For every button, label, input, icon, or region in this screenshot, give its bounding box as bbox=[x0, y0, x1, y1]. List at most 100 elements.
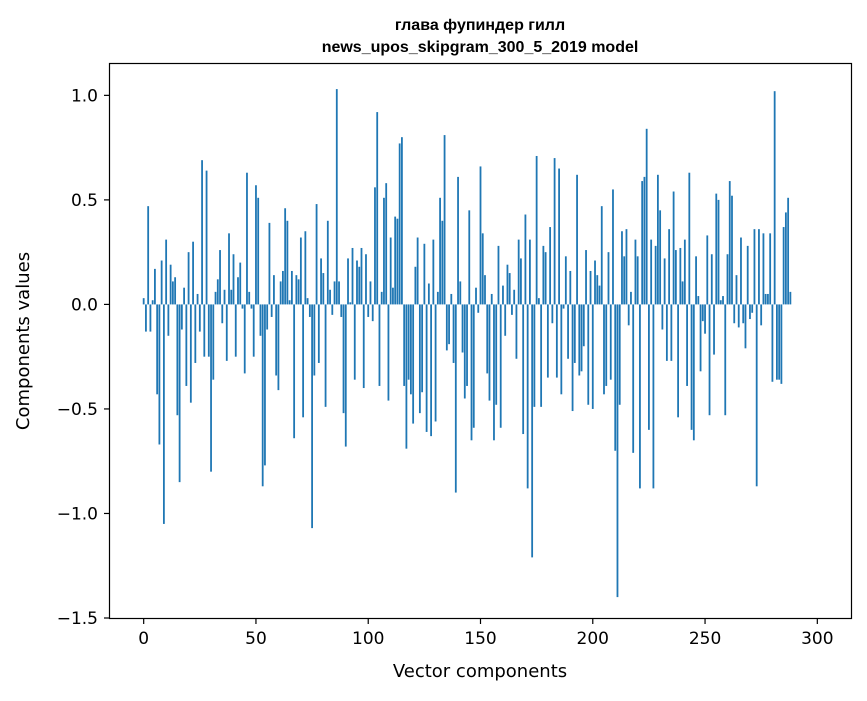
bar bbox=[513, 289, 516, 305]
bar bbox=[580, 304, 583, 372]
bar bbox=[630, 291, 632, 305]
bar bbox=[288, 300, 291, 305]
bar bbox=[600, 206, 603, 305]
bar bbox=[293, 304, 296, 439]
bar bbox=[353, 304, 356, 380]
bar bbox=[704, 304, 706, 334]
bar bbox=[740, 237, 742, 305]
bar bbox=[652, 304, 655, 489]
bar bbox=[279, 281, 282, 305]
bar bbox=[162, 304, 165, 524]
bar bbox=[178, 304, 181, 483]
bar bbox=[656, 174, 659, 305]
y-axis-ticks: −1.5 −1.0 −0.5 0.0 0.5 1.0 bbox=[57, 86, 110, 629]
bar bbox=[324, 304, 327, 407]
bar bbox=[585, 250, 587, 305]
bar bbox=[223, 289, 226, 305]
x-tick-label: 150 bbox=[464, 629, 496, 649]
bar bbox=[632, 304, 635, 453]
bar bbox=[782, 227, 785, 305]
bar bbox=[481, 233, 484, 305]
bar bbox=[567, 304, 569, 359]
bar bbox=[665, 304, 668, 361]
bar bbox=[315, 204, 318, 305]
bar bbox=[713, 304, 715, 355]
bar bbox=[758, 229, 760, 305]
bar bbox=[582, 304, 585, 347]
bar bbox=[659, 210, 662, 305]
bar bbox=[174, 277, 177, 305]
bar bbox=[335, 89, 338, 305]
bar bbox=[558, 168, 560, 305]
bar bbox=[371, 304, 374, 322]
bar bbox=[385, 183, 388, 305]
y-tick-label: 0.0 bbox=[71, 295, 98, 315]
bar bbox=[374, 187, 376, 305]
bar bbox=[241, 304, 244, 309]
bar bbox=[744, 304, 747, 349]
bar bbox=[472, 304, 475, 428]
bar bbox=[571, 304, 574, 412]
bar bbox=[778, 304, 781, 380]
bar bbox=[369, 281, 372, 305]
bar bbox=[412, 304, 415, 424]
bar bbox=[672, 191, 675, 305]
bar bbox=[767, 293, 769, 305]
bar bbox=[239, 262, 242, 305]
bar bbox=[448, 304, 450, 345]
bar bbox=[423, 243, 426, 305]
bar bbox=[261, 304, 264, 487]
bar bbox=[555, 304, 558, 378]
bar bbox=[479, 166, 482, 305]
bar bbox=[183, 287, 185, 305]
bar bbox=[356, 260, 358, 305]
bar bbox=[560, 304, 563, 395]
bar bbox=[553, 158, 556, 305]
bar bbox=[407, 304, 410, 380]
bar bbox=[589, 270, 592, 305]
bar bbox=[457, 176, 459, 305]
bar bbox=[180, 304, 183, 330]
bar bbox=[416, 237, 419, 305]
bar bbox=[313, 304, 316, 376]
bar bbox=[362, 304, 365, 389]
bar bbox=[268, 222, 271, 305]
bar bbox=[338, 281, 340, 305]
bar bbox=[228, 233, 230, 305]
bar bbox=[661, 304, 664, 330]
bar bbox=[717, 199, 720, 305]
bar bbox=[299, 237, 302, 305]
bar bbox=[564, 256, 567, 305]
bar bbox=[452, 304, 455, 363]
bar bbox=[459, 281, 462, 305]
bar bbox=[616, 304, 619, 598]
bar bbox=[246, 172, 248, 305]
bar bbox=[517, 239, 520, 305]
bar bbox=[679, 247, 682, 305]
bar bbox=[587, 304, 590, 405]
bar bbox=[405, 304, 408, 449]
bar bbox=[495, 304, 498, 405]
bar bbox=[443, 135, 446, 305]
bar bbox=[784, 212, 787, 305]
bar bbox=[749, 304, 751, 320]
bar bbox=[409, 304, 412, 395]
bar bbox=[273, 275, 275, 305]
bar bbox=[598, 285, 601, 305]
bar bbox=[389, 237, 392, 305]
bar bbox=[506, 264, 509, 305]
bar bbox=[427, 283, 430, 305]
bar bbox=[210, 304, 212, 472]
bar bbox=[490, 293, 493, 305]
bar bbox=[351, 247, 354, 305]
bar bbox=[387, 304, 390, 401]
bar bbox=[645, 128, 648, 305]
bar bbox=[234, 304, 237, 357]
bar bbox=[160, 260, 163, 305]
bar bbox=[252, 304, 255, 357]
bar bbox=[270, 304, 273, 317]
bar bbox=[212, 304, 215, 380]
bar bbox=[376, 112, 379, 305]
bar bbox=[526, 304, 529, 489]
